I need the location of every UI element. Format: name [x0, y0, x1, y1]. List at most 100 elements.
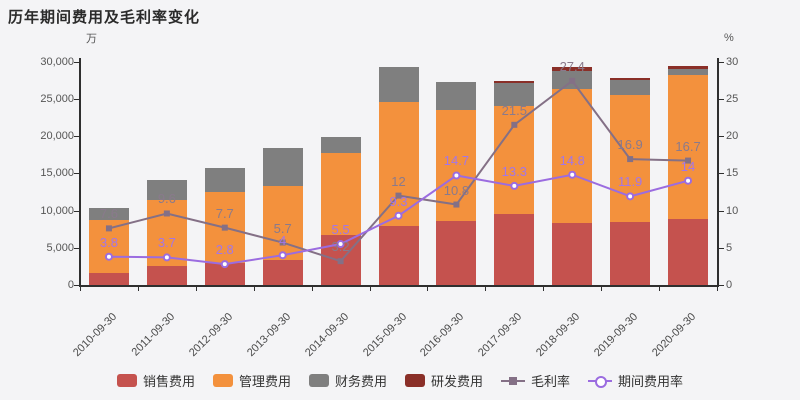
value-label-毛利率: 7.7: [215, 205, 234, 221]
bar-segment-财务费用[interactable]: [436, 81, 477, 110]
bar-segment-财务费用[interactable]: [552, 71, 593, 90]
bar-segment-研发费用[interactable]: [552, 67, 593, 72]
legend-label: 财务费用: [334, 374, 387, 389]
bar-segment-管理费用[interactable]: [610, 95, 651, 223]
bar-segment-研发费用[interactable]: [668, 65, 709, 69]
value-label-期间费用率: 11.9: [617, 174, 643, 190]
right-axis-tick-label: 0: [726, 279, 733, 291]
x-axis-tick: [253, 286, 255, 291]
legend-label: 期间费用率: [618, 374, 684, 389]
x-axis-tick: [427, 286, 429, 291]
left-axis-tick: [74, 61, 79, 63]
value-label-期间费用率: 5.5: [331, 222, 350, 238]
x-axis-tick: [717, 286, 718, 291]
left-axis-tick-label: 20,000: [40, 130, 74, 142]
value-label-期间费用率: 14: [680, 158, 696, 174]
bar-segment-研发费用[interactable]: [494, 80, 535, 84]
x-axis-tick: [195, 286, 197, 291]
value-label-期间费用率: 9.3: [389, 193, 408, 209]
bar-segment-财务费用[interactable]: [262, 148, 303, 186]
bar-segment-销售费用[interactable]: [436, 221, 477, 285]
legend-item-毛利率[interactable]: 毛利率: [501, 371, 570, 390]
value-label-期间费用率: 14.7: [443, 153, 470, 169]
right-axis-tick: [718, 136, 724, 137]
legend-item-研发费用[interactable]: 研发费用: [405, 371, 483, 390]
value-label-毛利率: 7.6: [99, 206, 118, 222]
right-axis-unit-label: %: [724, 32, 734, 44]
bar-segment-销售费用[interactable]: [668, 218, 709, 285]
value-label-期间费用率: 13.3: [501, 163, 527, 179]
right-axis-tick-label: 20: [726, 130, 739, 142]
legend-square-marker: [509, 377, 518, 385]
left-axis-tick-label: 10,000: [40, 204, 74, 217]
right-axis-tick: [718, 61, 724, 63]
bar-segment-财务费用[interactable]: [668, 68, 709, 75]
right-axis-tick-label: 30: [726, 55, 739, 68]
left-axis-tick-label: 5,000: [46, 241, 74, 254]
legend-item-财务费用[interactable]: 财务费用: [308, 371, 387, 390]
value-label-毛利率: 16.7: [675, 138, 701, 154]
bar-segment-财务费用[interactable]: [320, 137, 361, 153]
bar-segment-销售费用[interactable]: [378, 226, 419, 285]
legend-swatch-bar: [212, 374, 233, 387]
legend-label: 研发费用: [431, 374, 484, 389]
bar-segment-财务费用[interactable]: [610, 80, 651, 96]
left-axis-tick: [74, 173, 79, 175]
right-axis-line: [717, 57, 719, 286]
value-label-毛利率: 27.4: [559, 58, 585, 74]
bar-segment-销售费用[interactable]: [610, 222, 651, 285]
bar-segment-销售费用[interactable]: [262, 260, 303, 285]
legend-item-管理费用[interactable]: 管理费用: [212, 371, 291, 390]
legend-label: 销售费用: [142, 374, 195, 389]
right-axis-tick-label: 15: [726, 167, 739, 180]
x-axis-category-label: 2011-09-30: [129, 310, 178, 359]
bar-segment-销售费用[interactable]: [88, 273, 129, 285]
right-axis-tick-label: 25: [726, 92, 739, 105]
left-axis-line: [79, 57, 81, 286]
x-axis-category-label: 2020-09-30: [649, 310, 699, 360]
x-axis-tick: [543, 286, 545, 291]
value-label-期间费用率: 3.8: [99, 234, 118, 250]
x-axis-tick: [311, 286, 313, 291]
value-label-期间费用率: 2.8: [215, 242, 234, 258]
bar-segment-财务费用[interactable]: [204, 168, 245, 192]
left-axis-tick-label: 30,000: [40, 55, 74, 68]
legend: 销售费用 管理费用 财务费用 研发费用 毛利率 期间费用率: [0, 371, 800, 390]
legend-item-期间费用率[interactable]: 期间费用率: [588, 371, 683, 390]
right-axis-tick: [718, 285, 724, 286]
right-axis-tick-label: 5: [726, 241, 733, 254]
x-axis-tick: [601, 286, 603, 291]
value-label-毛利率: 9.6: [157, 191, 176, 207]
legend-swatch-bar: [116, 374, 137, 387]
bar-segment-销售费用[interactable]: [494, 214, 535, 285]
right-axis-tick: [718, 210, 724, 212]
bar-segment-销售费用[interactable]: [552, 223, 593, 285]
x-axis-category-label: 2016-09-30: [418, 310, 467, 360]
legend-swatch-line: [501, 374, 526, 387]
left-axis-tick: [74, 98, 79, 100]
bar-segment-财务费用[interactable]: [378, 67, 419, 102]
bar-segment-销售费用[interactable]: [146, 265, 187, 285]
left-axis-tick: [74, 136, 79, 137]
value-label-期间费用率: 3.7: [157, 235, 176, 251]
x-axis-category-label: 2012-09-30: [186, 310, 236, 360]
legend-swatch-bar: [405, 374, 425, 387]
x-axis-tick: [137, 286, 139, 291]
x-axis-category-label: 2019-09-30: [592, 310, 641, 360]
bar-segment-管理费用[interactable]: [146, 200, 187, 266]
chart-title: 历年期间费用及毛利率变化: [8, 9, 201, 26]
value-label-毛利率: 5.7: [273, 220, 292, 236]
x-axis-category-label: 2010-09-30: [70, 310, 120, 360]
value-label-毛利率: 16.9: [617, 137, 643, 153]
legend-item-销售费用[interactable]: 销售费用: [116, 371, 195, 390]
legend-circle-marker: [595, 376, 608, 388]
x-axis-category-label: 2014-09-30: [302, 310, 351, 360]
bar-segment-研发费用[interactable]: [610, 77, 651, 81]
x-axis-tick: [485, 286, 487, 291]
value-label-毛利率: 21.5: [501, 102, 527, 118]
right-axis-tick-label: 10: [726, 204, 739, 217]
bar-segment-销售费用[interactable]: [204, 263, 245, 285]
bar-segment-管理费用[interactable]: [494, 106, 535, 215]
value-label-毛利率: 12: [391, 173, 406, 189]
value-label-期间费用率: 14.8: [559, 152, 585, 168]
